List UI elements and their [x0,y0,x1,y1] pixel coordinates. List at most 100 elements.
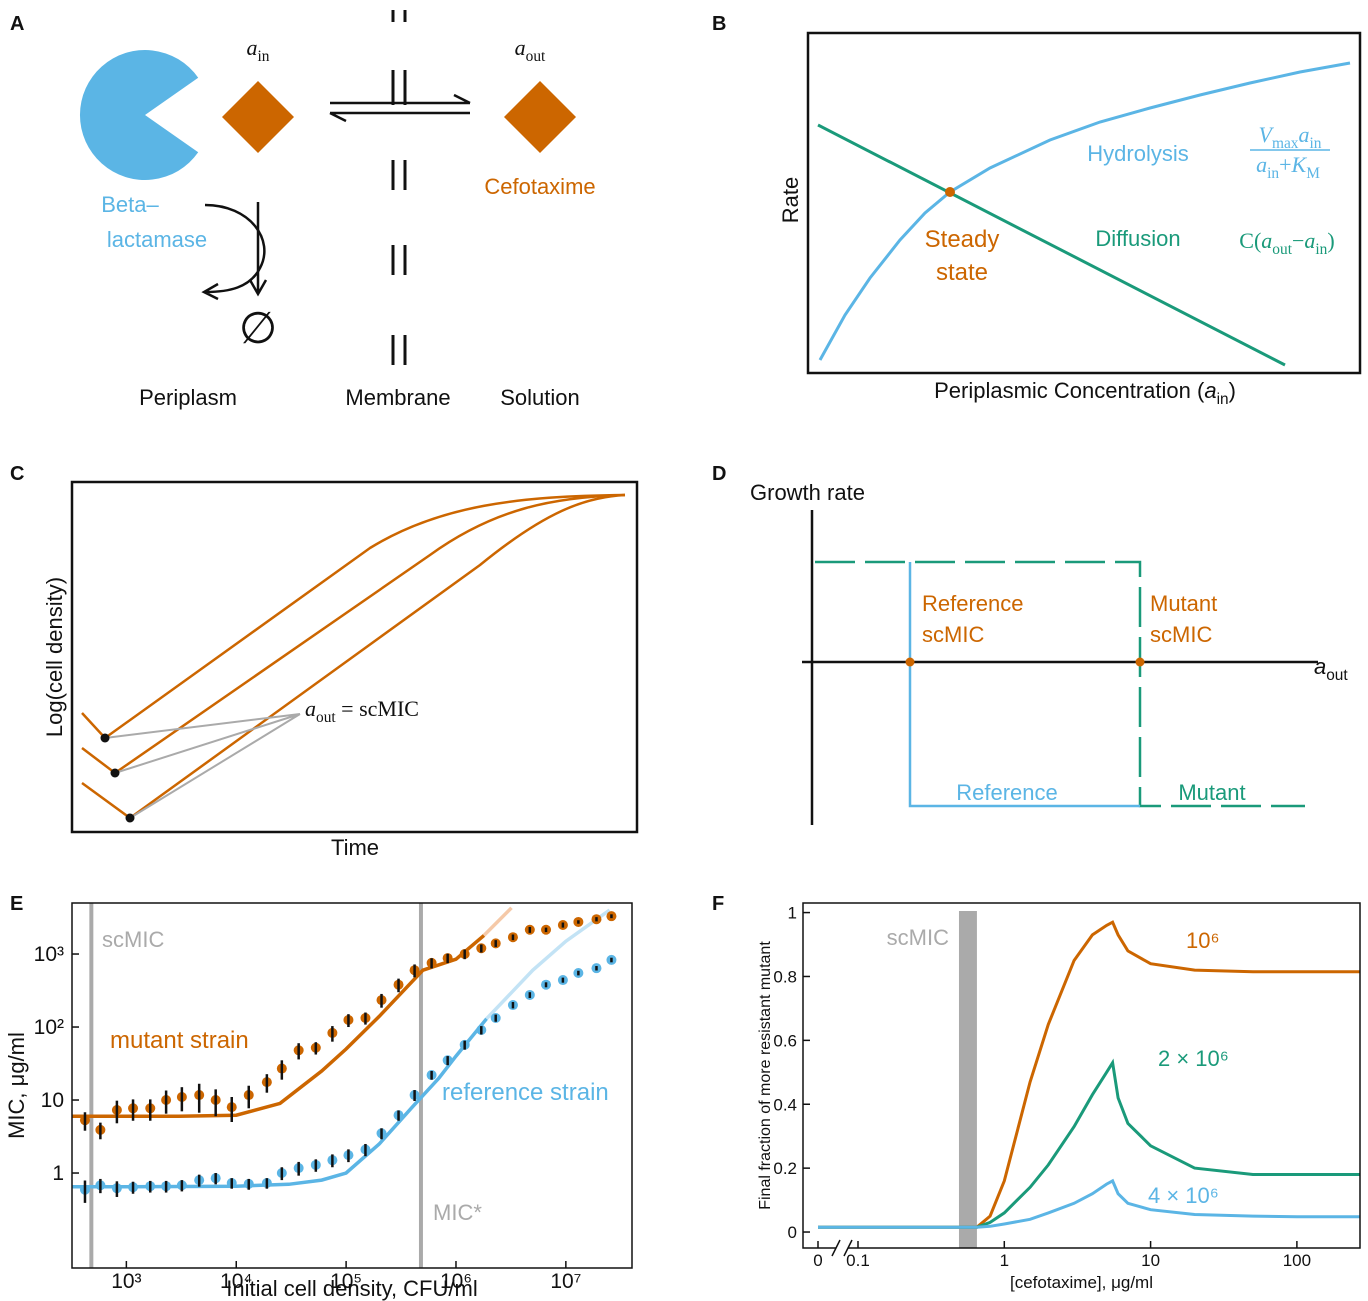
mutant-step [815,560,1305,808]
reference-label: MIC* [433,1200,482,1225]
axis-label: Log(cell density) [42,577,67,737]
equilibrium-arrows [329,93,471,123]
mic-label: Reference [922,591,1024,616]
model-line [485,908,611,1020]
subscript: out [1326,667,1348,684]
y-tick-label: 1 [788,904,797,923]
strain-label: Mutant [1178,780,1245,805]
y-tick-label: 0.4 [773,1095,797,1114]
series-label: 4 × 10⁶ [1148,1183,1219,1208]
text-part: a [1261,228,1272,253]
text-part: a [305,696,316,721]
steady-state-label: Steady [925,226,1000,253]
plot-frame [802,902,1361,1249]
membrane [391,10,407,365]
subscript: in [1315,241,1327,258]
product-symbol: ∅ [239,304,277,353]
subscript: out [1272,241,1292,258]
annotation-lines [104,713,301,819]
x-tick-label: 10⁷ [550,1270,581,1293]
y-tick-label: 0.2 [773,1159,797,1178]
drug-label: Cefotaxime [484,174,595,199]
text-part: a [1314,654,1326,679]
subscript: in [1309,135,1321,152]
text-part: V [1259,122,1275,147]
mic-label: scMIC [1150,622,1212,647]
text-part: ) [1229,378,1236,403]
mic-label: scMIC [922,622,984,647]
y-tick-label: 0.6 [773,1031,797,1050]
drug-shape [222,81,294,153]
reference-label: scMIC [102,927,164,952]
formula: C(aout−ain) [1239,228,1334,258]
text-part: a [1256,152,1267,177]
text-part: K [1291,152,1308,177]
scmic-band [958,911,977,1248]
x-tick-label: 100 [1283,1251,1311,1270]
axis-label: Periplasmic Concentration (ain) [934,378,1236,408]
x-tick-label: 10⁵ [330,1270,362,1293]
y-tick-label: 1 [52,1162,64,1185]
chart-f: scMIC 10⁶ 2 × 10⁶ 4 × 10⁶ 0 0.1 1 10 100 0 0.2 0.4 0… [757,902,1361,1292]
enzyme-label: Beta– [101,192,159,217]
enzyme-label: lactamase [107,227,207,252]
x-tick-label: 10⁴ [220,1270,252,1293]
series-label: 2 × 10⁶ [1158,1046,1229,1071]
mic-dot [1135,657,1145,667]
panel-label: B [712,13,726,35]
steady-state-label: state [936,259,988,286]
axis-break [831,1239,853,1257]
axis-label: Growth rate [750,480,865,505]
y-tick-label: 10² [34,1016,64,1039]
y-axis-label: Final fraction of more resistant mutant [757,941,774,1210]
curve-label: Diffusion [1095,226,1180,251]
compartment-label: Membrane [345,385,450,410]
series-label: reference strain [442,1079,609,1106]
band-label: scMIC [887,925,949,950]
panel-label: C [10,463,24,485]
y-tick-label: 0 [788,1223,797,1242]
panel-label: A [10,13,24,35]
panel-frame [70,480,639,834]
x-axis-label: Initial cell density, CFU/ml [226,1276,477,1301]
x-tick-label: 10⁶ [440,1270,472,1293]
compartment-label: Solution [500,385,580,410]
math-label: ain [247,35,270,65]
compartment-label: Periplasm [139,385,237,410]
x-axis-label: [cefotaxime], μg/ml [1010,1273,1153,1292]
growth-curves [81,493,626,820]
plot-frame [71,902,633,1269]
subscript: max [1272,135,1299,152]
y-axis-label: MIC, μg/ml [4,1032,29,1139]
text-part: a [247,35,258,60]
text-part: = scMIC [336,696,419,721]
text-part: a [1204,378,1216,403]
series-label: 10⁶ [1186,928,1220,953]
hydrolysis-curve [818,61,1351,361]
x-tick-label: 10 [1141,1251,1160,1270]
min-dots [100,733,135,823]
text-part: Periplasmic Concentration ( [934,378,1205,403]
subscript: out [526,48,546,65]
series-label: mutant strain [110,1027,249,1054]
text-part: a [1304,228,1315,253]
axis-break-gap [836,1244,848,1252]
reaction-arrows [201,202,268,301]
enzyme-shape [79,50,199,181]
steady-state-dot [945,187,955,197]
mic-dot [905,657,915,667]
annotation: aout = scMIC [305,696,419,726]
series-line [818,920,1360,1229]
subscript: M [1306,165,1320,182]
math-label: aout [515,35,546,65]
formula: ain+KM [1256,152,1320,182]
text-part: C( [1239,228,1261,253]
axis-label: Rate [778,177,803,223]
y-tick-label: 0.8 [773,967,797,986]
panel-label: E [10,893,23,915]
text-part: ) [1327,228,1334,253]
curve-label: Hydrolysis [1087,141,1188,166]
axis-label: Time [331,835,379,860]
